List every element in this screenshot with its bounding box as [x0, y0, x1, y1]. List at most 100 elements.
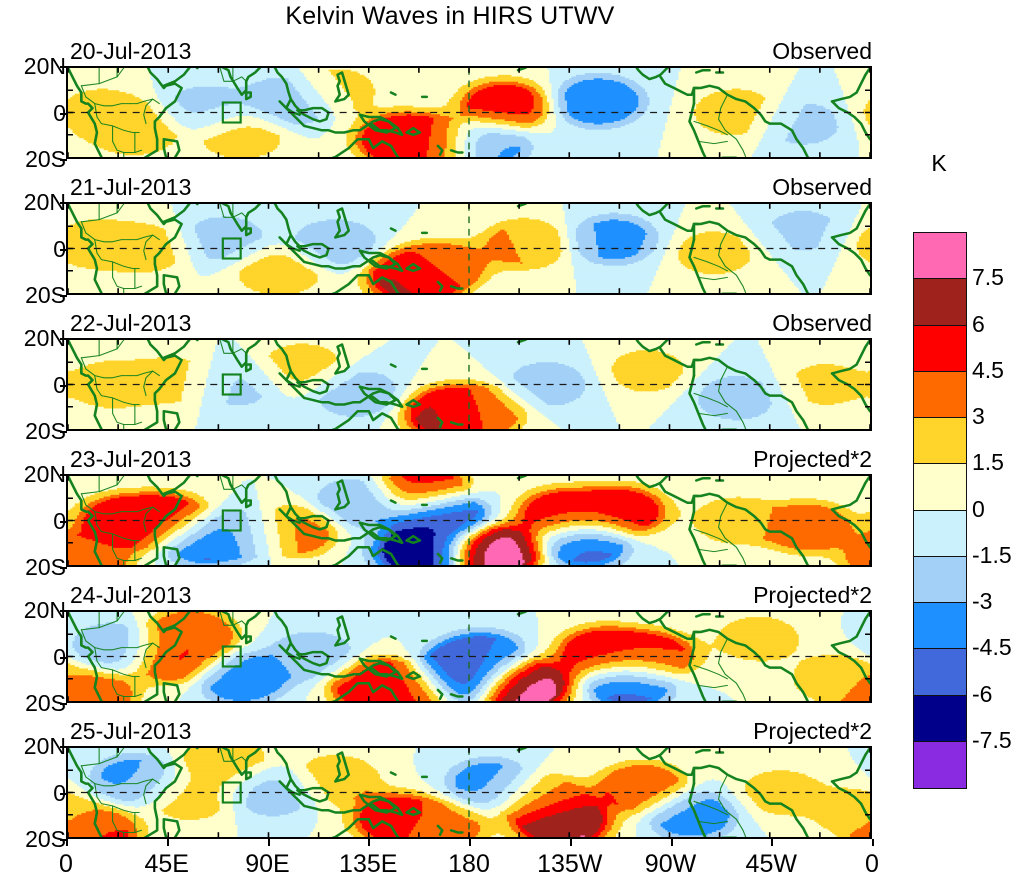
panel-date-label: 20-Jul-2013	[70, 38, 192, 64]
map-panel	[66, 66, 872, 159]
colorbar-swatch[interactable]	[914, 649, 966, 696]
contour-field	[68, 748, 870, 837]
panel-date-label: 23-Jul-2013	[70, 446, 192, 472]
y-tick-label: 20S	[25, 418, 66, 444]
y-tick-mark	[60, 248, 67, 251]
colorbar-tick-label: 7.5	[972, 264, 1004, 291]
y-tick-mark	[60, 431, 67, 433]
colorbar-tick-label: 0	[972, 495, 985, 522]
region-box-marker	[221, 645, 242, 668]
y-tick-mark	[60, 112, 67, 115]
y-tick-label: 20N	[23, 461, 66, 487]
x-tick-label: 0	[865, 850, 879, 878]
panel-kind-label: Observed	[772, 310, 872, 336]
map-panel	[66, 746, 872, 839]
x-tick-mark	[66, 839, 68, 846]
panel-kind-label: Observed	[772, 174, 872, 200]
y-tick-label: 0	[0, 781, 66, 805]
y-tick-mark	[60, 792, 67, 795]
y-tick-mark	[60, 610, 67, 612]
x-tick-mark	[166, 839, 169, 846]
map-panel	[66, 338, 872, 431]
colorbar-tick-label: -4.5	[972, 634, 1012, 661]
colorbar-swatch[interactable]	[914, 603, 966, 650]
region-box-marker	[221, 237, 242, 260]
panel-date-label: 21-Jul-2013	[70, 174, 192, 200]
x-tick-label: 0	[59, 850, 73, 878]
region-box-marker	[221, 373, 242, 396]
y-tick-label: 20S	[25, 146, 66, 172]
y-tick-label: 20N	[23, 733, 66, 759]
y-tick-label: 0	[0, 645, 66, 669]
panel-kind-label: Projected*2	[753, 446, 872, 472]
x-tick-label: 180	[448, 850, 490, 878]
map-panel	[66, 202, 872, 295]
x-tick-mark	[569, 839, 572, 846]
x-tick-label: 135E	[339, 850, 398, 878]
y-tick-mark	[60, 202, 67, 204]
region-box-marker	[221, 101, 242, 124]
y-tick-mark	[60, 295, 67, 297]
y-tick-label: 0	[0, 237, 66, 261]
panel-date-label: 22-Jul-2013	[70, 310, 192, 336]
y-tick-mark	[60, 338, 67, 340]
y-tick-mark	[60, 746, 67, 748]
y-tick-label: 0	[0, 509, 66, 533]
colorbar-tick-label: 6	[972, 310, 985, 337]
contour-field	[68, 476, 870, 565]
colorbar-tick-label: -3	[972, 588, 993, 614]
contour-field	[68, 340, 870, 429]
colorbar-unit-label: K	[931, 150, 947, 176]
y-tick-label: 20S	[25, 826, 66, 852]
y-tick-label: 20S	[25, 554, 66, 580]
panel-kind-label: Projected*2	[753, 718, 872, 744]
contour-field	[68, 204, 870, 293]
colorbar-swatch[interactable]	[914, 695, 966, 742]
panel-date-label: 24-Jul-2013	[70, 582, 192, 608]
y-tick-mark	[60, 66, 67, 68]
y-tick-label: 20N	[23, 189, 66, 215]
y-tick-label: 20S	[25, 282, 66, 308]
y-tick-mark	[60, 384, 67, 387]
colorbar-swatch[interactable]	[914, 418, 966, 465]
x-tick-label: 45W	[745, 850, 797, 878]
region-box-marker	[221, 781, 242, 804]
y-tick-label: 20N	[23, 325, 66, 351]
colorbar-swatch[interactable]	[914, 741, 966, 788]
colorbar-tick-label: 1.5	[972, 449, 1004, 476]
figure-title: Kelvin Waves in HIRS UTWV	[285, 2, 615, 30]
panel-date-label: 25-Jul-2013	[70, 718, 192, 744]
map-panel	[66, 474, 872, 567]
colorbar-swatch[interactable]	[914, 371, 966, 418]
y-tick-label: 0	[0, 101, 66, 125]
colorbar[interactable]	[913, 232, 967, 789]
panel-kind-label: Observed	[772, 38, 872, 64]
map-panel	[66, 610, 872, 703]
colorbar-tick-label: 3	[972, 403, 985, 429]
y-tick-mark	[60, 703, 67, 705]
colorbar-tick-label: -1.5	[972, 541, 1012, 568]
colorbar-swatch[interactable]	[914, 233, 966, 280]
colorbar-tick-label: -6	[972, 680, 993, 707]
y-tick-mark	[60, 520, 67, 523]
y-tick-mark	[60, 839, 67, 841]
y-tick-mark	[60, 656, 67, 659]
colorbar-swatch[interactable]	[914, 464, 966, 511]
contour-field	[68, 68, 870, 157]
colorbar-swatch[interactable]	[914, 325, 966, 372]
y-tick-label: 0	[0, 373, 66, 397]
colorbar-swatch[interactable]	[914, 279, 966, 326]
x-tick-label: 45E	[144, 850, 189, 878]
x-tick-mark	[670, 839, 673, 846]
y-tick-mark	[60, 159, 67, 161]
colorbar-swatch[interactable]	[914, 510, 966, 557]
contour-field	[68, 612, 870, 701]
x-tick-mark	[872, 839, 874, 846]
x-tick-label: 90E	[245, 850, 290, 878]
colorbar-swatch[interactable]	[914, 556, 966, 603]
x-tick-label: 90W	[644, 850, 697, 878]
x-tick-mark	[771, 839, 774, 846]
x-tick-mark	[469, 839, 471, 846]
panel-kind-label: Projected*2	[753, 582, 872, 608]
